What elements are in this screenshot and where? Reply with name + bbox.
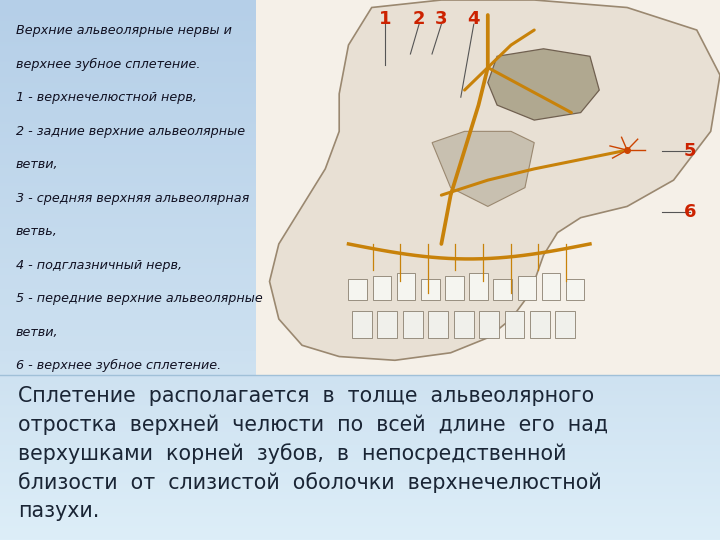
Text: 1: 1: [379, 10, 392, 28]
Bar: [518, 276, 536, 300]
Polygon shape: [488, 49, 599, 120]
Bar: [454, 310, 474, 338]
Text: ветви,: ветви,: [16, 326, 58, 339]
Bar: [541, 273, 560, 300]
Polygon shape: [432, 131, 534, 206]
Text: ветвь,: ветвь,: [16, 225, 58, 238]
Bar: [480, 310, 499, 338]
Bar: [469, 273, 488, 300]
Text: ветви,: ветви,: [16, 158, 58, 171]
Bar: [555, 310, 575, 338]
Text: 6: 6: [683, 202, 696, 221]
Bar: [397, 273, 415, 300]
Text: верхнее зубное сплетение.: верхнее зубное сплетение.: [16, 58, 200, 71]
Text: 2 - задние верхние альвеолярные: 2 - задние верхние альвеолярные: [16, 125, 245, 138]
Text: Верхние альвеолярные нервы и: Верхние альвеолярные нервы и: [16, 24, 232, 37]
Bar: [403, 310, 423, 338]
Text: 3 - средняя верхняя альвеолярная: 3 - средняя верхняя альвеолярная: [16, 192, 249, 205]
Bar: [348, 279, 367, 300]
Bar: [421, 279, 440, 300]
Bar: [530, 310, 550, 338]
Bar: [493, 279, 512, 300]
Text: 6 - верхнее зубное сплетение.: 6 - верхнее зубное сплетение.: [16, 359, 221, 372]
Text: Сплетение  располагается  в  толще  альвеолярного: Сплетение располагается в толще альвеоля…: [18, 386, 594, 406]
Bar: [256, 0, 720, 375]
Text: отростка  верхней  челюсти  по  всей  длине  его  над: отростка верхней челюсти по всей длине е…: [18, 415, 608, 435]
Text: 5 - передние верхние альвеолярные: 5 - передние верхние альвеолярные: [16, 292, 263, 305]
Bar: [352, 310, 372, 338]
Bar: [566, 279, 585, 300]
Bar: [505, 310, 524, 338]
Bar: [428, 310, 448, 338]
Polygon shape: [269, 0, 720, 360]
Bar: [373, 276, 391, 300]
Text: 4 - подглазничный нерв,: 4 - подглазничный нерв,: [16, 259, 182, 272]
Text: 3: 3: [435, 10, 448, 28]
Text: близости  от  слизистой  оболочки  верхнечелюстной: близости от слизистой оболочки верхнечел…: [18, 472, 602, 493]
Text: 5: 5: [683, 142, 696, 160]
Text: верхушками  корней  зубов,  в  непосредственной: верхушками корней зубов, в непосредствен…: [18, 443, 567, 464]
Text: 4: 4: [467, 10, 480, 28]
Text: пазухи.: пазухи.: [18, 501, 99, 521]
Bar: [445, 276, 464, 300]
Text: 2: 2: [413, 10, 426, 28]
Bar: [377, 310, 397, 338]
Text: 1 - верхнечелюстной нерв,: 1 - верхнечелюстной нерв,: [16, 91, 197, 104]
